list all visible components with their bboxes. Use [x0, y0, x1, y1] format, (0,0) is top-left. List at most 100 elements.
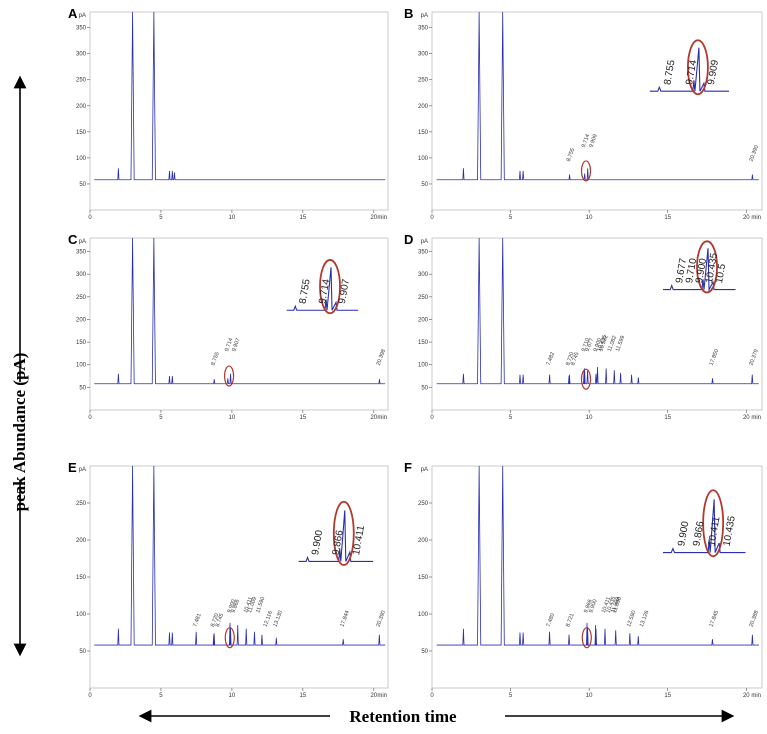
y-unit-label: pA [79, 239, 86, 245]
inset-peak-label: 8.755 [662, 59, 677, 86]
plot-frame [89, 11, 389, 211]
inset-trace [649, 47, 729, 92]
inset-peak-label: 9.866 [691, 520, 706, 547]
x-tick-label: 5 [159, 215, 163, 221]
peak-label: 17.844 [339, 610, 350, 628]
y-tick-label: 350 [418, 250, 429, 256]
peak-label: 9.900 [593, 337, 603, 352]
x-unit-label: min [751, 693, 761, 699]
peak-label: 10.435 [597, 335, 608, 353]
y-tick-label: 250 [418, 78, 429, 84]
peak-label: 11.082 [607, 335, 618, 352]
inset-peak-label: 9.900 [310, 529, 325, 556]
inset-peak-label: 9.714 [317, 278, 332, 305]
inset-highlight-ellipse [702, 489, 725, 558]
peak-label: 9.907 [231, 337, 241, 352]
x-tick-label: 10 [229, 215, 236, 221]
peak-label: 10.411 [243, 596, 254, 613]
x-tick-label: 15 [300, 693, 307, 699]
inset-peak-label: 10.5 [714, 263, 728, 285]
zoom-inset: 9.900 9.866 10.411 [298, 500, 374, 566]
x-tick-label: 10 [586, 693, 593, 699]
zoom-inset: 8.755 9.714 9.909 [649, 39, 729, 96]
peak-label: 11.009 [610, 596, 621, 613]
y-axis-title: peak Abundance (pA) [10, 353, 29, 512]
x-tick-label: 0 [430, 215, 434, 221]
y-tick-label: 50 [421, 182, 428, 188]
y-tick-label: 200 [76, 104, 87, 110]
inset-peak-label: 8.755 [298, 278, 313, 305]
x-tick-label: 5 [159, 415, 163, 421]
x-tick-label: 15 [664, 693, 671, 699]
peak-label: 13.130 [273, 610, 284, 628]
peak-label: 10.435 [606, 596, 617, 614]
x-tick-label: 15 [300, 415, 307, 421]
x-tick-label: 20 [370, 693, 377, 699]
peak-label: 13.126 [639, 610, 650, 628]
plot-frame [431, 11, 763, 211]
peak-label: 8.745 [215, 613, 225, 628]
y-tick-label: 200 [418, 538, 429, 544]
x-tick-label: 0 [88, 415, 92, 421]
inset-peak-label: 10.435 [704, 252, 720, 284]
y-tick-label: 200 [76, 317, 87, 323]
y-tick-label: 50 [421, 649, 428, 655]
y-tick-label: 250 [76, 501, 87, 507]
peak-label: 17.845 [709, 610, 720, 628]
peak-label: 9.866 [583, 599, 593, 614]
inset-peak-label: 9.710 [684, 257, 699, 284]
x-tick-label: 20 [743, 415, 750, 421]
y-tick-label: 300 [76, 272, 87, 278]
peak-label: 10.532 [598, 335, 609, 353]
x-tick-label: 0 [88, 693, 92, 699]
y-tick-label: 50 [79, 385, 86, 391]
inset-peak-label: 9.900 [676, 520, 691, 547]
inset-peak-label: 10.435 [722, 515, 738, 547]
peak-label: 9.900 [227, 599, 237, 614]
peak-highlight-ellipse [223, 365, 235, 387]
peak-label: 7.482 [546, 351, 556, 366]
plot-frame [431, 237, 763, 411]
x-tick-label: 10 [586, 215, 593, 221]
y-tick-label: 150 [418, 130, 429, 136]
chromatogram-trace [94, 237, 386, 385]
panel-letter: B [404, 6, 413, 21]
peak-label: 20.398 [376, 349, 387, 367]
x-unit-label: min [377, 415, 387, 421]
chromatogram-trace [94, 11, 386, 181]
inset-peak-label: 10.411 [351, 524, 367, 556]
peak-label: 12.116 [263, 610, 274, 627]
peak-label: 8.720 [210, 613, 220, 628]
x-unit-label: min [751, 215, 761, 221]
inset-highlight-ellipse [687, 39, 709, 96]
y-tick-label: 150 [418, 575, 429, 581]
chromatogram-trace [436, 11, 759, 181]
panel-c: C 50 100 150 200 250 300 350 pA 0 5 10 15 20 min 8.755 9… [68, 232, 389, 421]
y-tick-label: 350 [76, 250, 87, 256]
x-tick-label: 5 [509, 693, 513, 699]
peak-highlight-ellipse [224, 627, 235, 649]
peak-label: 20.379 [748, 349, 759, 367]
inset-highlight-ellipse [696, 240, 718, 294]
y-tick-label: 50 [79, 649, 86, 655]
peak-label: 9.866 [231, 599, 241, 614]
peak-label: 11.690 [612, 596, 623, 613]
y-tick-label: 350 [76, 26, 87, 32]
y-tick-label: 250 [418, 295, 429, 301]
peak-highlight-ellipse [580, 160, 592, 182]
y-tick-label: 150 [76, 340, 87, 346]
plot-frame [89, 237, 389, 411]
x-tick-label: 5 [509, 415, 513, 421]
x-tick-label: 15 [300, 215, 307, 221]
inset-peak-label: 9.677 [674, 257, 689, 284]
peak-label: 20.390 [749, 145, 760, 163]
peak-label: 11.009 [247, 596, 258, 613]
peak-label: 9.677 [585, 337, 595, 352]
chromatogram-trace [94, 465, 386, 646]
inset-trace [286, 267, 359, 311]
inset-highlight-ellipse [319, 259, 341, 315]
x-tick-label: 5 [159, 693, 163, 699]
peak-label: 10.411 [601, 596, 612, 613]
y-unit-label: pA [421, 467, 428, 473]
